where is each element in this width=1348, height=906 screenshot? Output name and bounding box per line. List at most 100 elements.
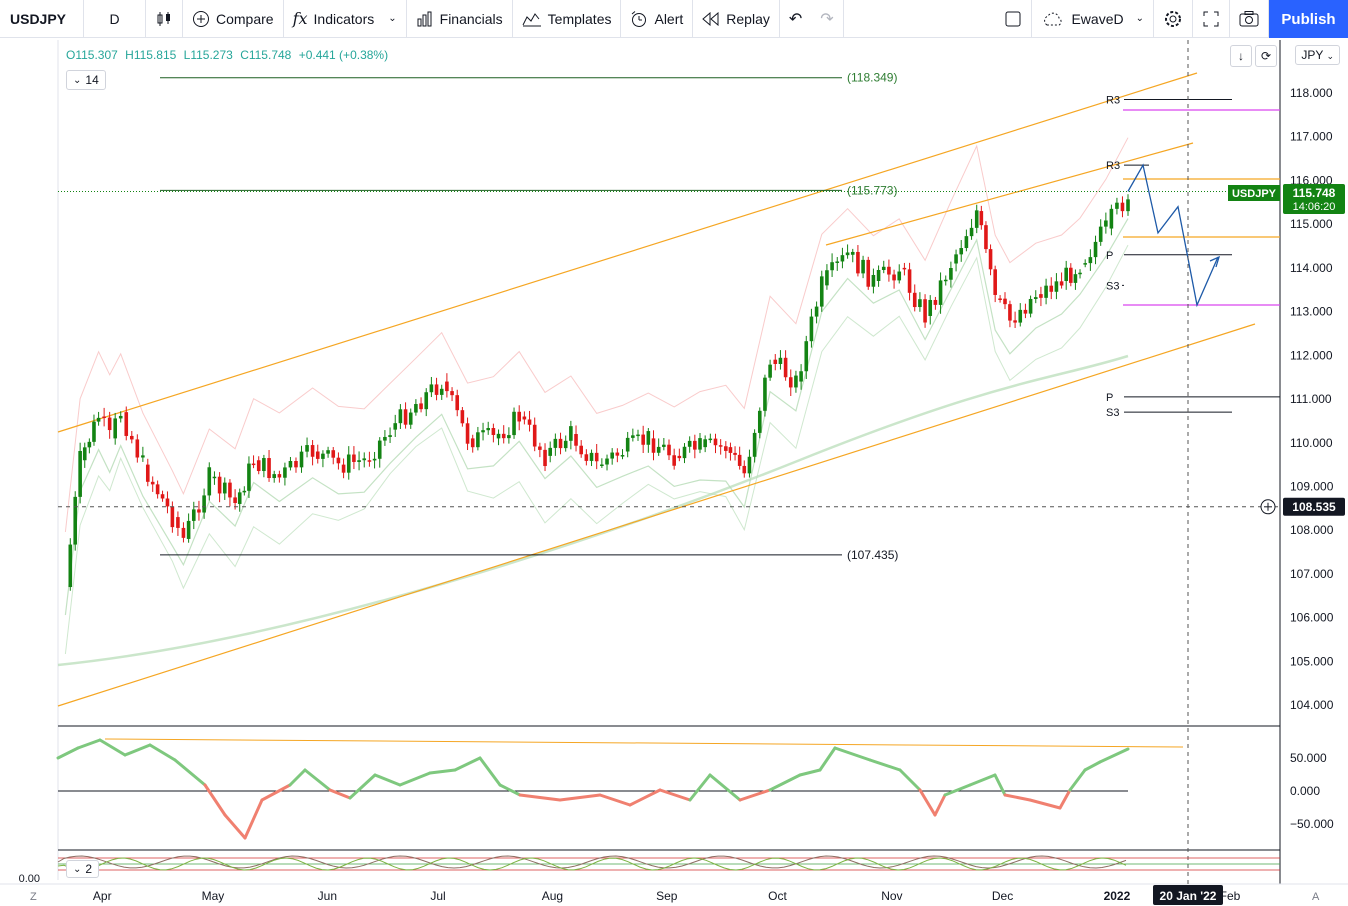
candle-down: [197, 509, 201, 513]
reload-button[interactable]: ⟳: [1255, 45, 1277, 67]
settings-button[interactable]: [1154, 0, 1193, 37]
indicators-button[interactable]: fx Indicators ⌄: [284, 0, 407, 37]
undo-button[interactable]: ↶: [780, 0, 811, 37]
candle-up: [548, 447, 552, 456]
candle-down: [277, 474, 282, 478]
candle-down: [887, 266, 891, 275]
candle-up: [768, 364, 772, 378]
candle-up: [372, 458, 377, 461]
osc-study-toggle[interactable]: ⌄ 2: [66, 860, 100, 878]
interval-button[interactable]: D: [84, 0, 146, 37]
compare-label: Compare: [216, 10, 274, 27]
financials-button[interactable]: Financials: [407, 0, 513, 37]
alert-button[interactable]: Alert: [621, 0, 694, 37]
candle-down: [251, 463, 256, 466]
chevron-down-icon: ⌄: [73, 74, 82, 86]
y-tick-label: 112.000: [1290, 348, 1333, 362]
candle-down: [1059, 281, 1064, 286]
pivot-label: S3: [1106, 280, 1119, 292]
candle-down: [543, 449, 547, 467]
candle-down: [145, 464, 150, 482]
candle-down: [641, 434, 645, 445]
lower-pane-tick: 0.00: [19, 873, 40, 885]
candle-up: [636, 434, 640, 437]
osc-line-segment: [98, 738, 127, 757]
ohlc-legend: O115.307 H115.815 L115.273 C115.748 +0.4…: [66, 48, 392, 62]
candle-up: [476, 432, 480, 448]
redo-button[interactable]: ↷: [811, 0, 844, 37]
candle-down: [176, 517, 180, 528]
candle-down: [181, 527, 186, 538]
alarm-clock-icon: [630, 10, 648, 28]
candle-down: [667, 444, 671, 456]
candle-up: [949, 267, 953, 280]
candle-up: [1115, 202, 1119, 209]
x-tick-label: Nov: [881, 889, 902, 903]
osc-line-segment: [76, 738, 102, 750]
candle-down: [718, 445, 723, 447]
candle-up: [87, 441, 92, 448]
candle-down: [294, 460, 298, 468]
candle-down: [150, 481, 155, 485]
candle-up: [600, 464, 604, 467]
candle-up: [362, 458, 367, 461]
osc-line-segment: [203, 783, 227, 817]
candle-up: [814, 306, 819, 317]
candle-up: [321, 453, 325, 459]
candle-up: [186, 520, 191, 539]
candle-down: [788, 377, 793, 388]
cloud-icon: [1041, 11, 1065, 27]
publish-button[interactable]: Publish: [1269, 0, 1348, 38]
osc-line-segment: [833, 746, 872, 762]
symbol-search[interactable]: USDJPY: [0, 0, 84, 37]
fullscreen-button[interactable]: [1193, 0, 1230, 37]
candle-up: [424, 392, 429, 410]
osc-line-segment: [898, 768, 922, 792]
candle-up: [938, 280, 943, 305]
currency-selector[interactable]: JPY ⌄: [1295, 45, 1340, 65]
osc-line-segment: [373, 773, 402, 787]
candle-up: [1078, 272, 1082, 275]
candle-up: [398, 409, 403, 424]
candle-up: [283, 467, 287, 478]
gear-icon: [1163, 9, 1183, 29]
candle-down: [107, 417, 112, 431]
layout-menu[interactable]: EwaveD ⌄: [1032, 0, 1154, 37]
candle-up: [698, 438, 702, 450]
osc-line-segment: [223, 813, 247, 840]
replay-button[interactable]: Replay: [693, 0, 780, 37]
scroll-down-button[interactable]: ↓: [1230, 45, 1252, 67]
candle-down: [984, 225, 988, 250]
candle-down: [341, 464, 346, 473]
candle-down: [460, 410, 465, 424]
fullscreen-layout-button[interactable]: [995, 0, 1033, 37]
osc-line-segment: [628, 788, 662, 807]
candle-down: [993, 269, 997, 295]
osc-line-segment: [1003, 793, 1032, 802]
candle-down: [856, 251, 860, 274]
symbol-badge-label: USDJPY: [1232, 188, 1277, 200]
x-tick-label: Oct: [768, 889, 787, 903]
compare-button[interactable]: Compare: [183, 0, 284, 37]
candle-up: [1109, 208, 1114, 229]
candle-up: [656, 446, 661, 453]
layout-name: EwaveD: [1071, 10, 1124, 27]
pivot-label: S3: [1106, 407, 1119, 419]
candle-up: [757, 410, 762, 433]
osc-line-segment: [688, 773, 712, 802]
templates-button[interactable]: Templates: [513, 0, 622, 37]
rsi-study-toggle[interactable]: ⌄ 14: [66, 70, 106, 90]
pivot-label: R3: [1106, 160, 1120, 172]
candle-down: [160, 494, 165, 499]
candle-up: [92, 421, 96, 442]
undo-icon: ↶: [788, 10, 803, 28]
candle-down: [336, 457, 341, 464]
moving-average-line: [64, 218, 1129, 616]
lower-osc-line: [57, 857, 1127, 871]
snapshot-button[interactable]: [1230, 0, 1269, 37]
templates-icon: [522, 11, 542, 27]
candle-down: [677, 455, 682, 459]
candle-up: [1028, 298, 1033, 314]
chart-style-button[interactable]: [146, 0, 183, 37]
